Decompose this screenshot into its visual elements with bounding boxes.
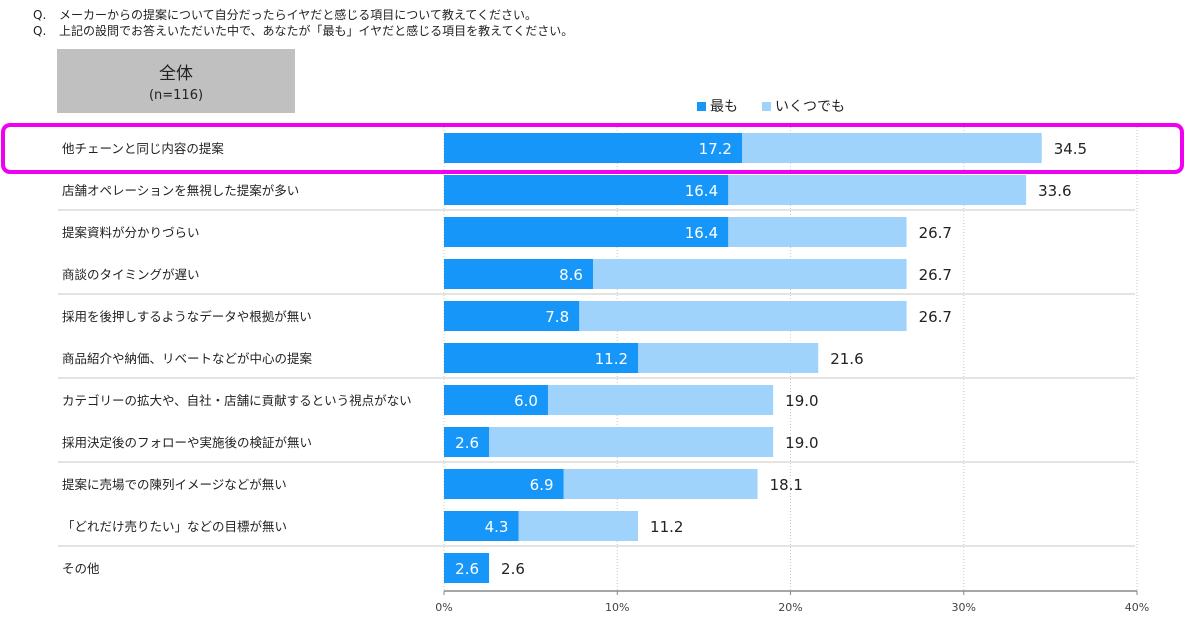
data-label-any: 33.6 xyxy=(1038,182,1071,200)
data-label-most: 11.2 xyxy=(595,350,628,368)
legend-swatch-most xyxy=(697,101,706,111)
category-label: 採用決定後のフォローや実施後の検証が無い xyxy=(62,435,312,450)
data-label-any: 11.2 xyxy=(650,518,683,536)
legend-label-any: いくつでも xyxy=(775,99,845,115)
category-label: 「どれだけ売りたい」などの目標が無い xyxy=(62,519,287,534)
bar-most xyxy=(444,511,519,541)
question-1: Q. メーカーからの提案について自分だったらイヤだと感じる項目について教えてくださ… xyxy=(33,6,537,23)
category-label: カテゴリーの拡大や、自社・店舗に貢献するという視点がない xyxy=(62,393,412,408)
chart-legend: 最も いくつでも xyxy=(697,96,845,116)
bar-most xyxy=(444,259,593,289)
data-label-most: 7.8 xyxy=(545,308,569,326)
bar-most xyxy=(444,133,742,163)
data-label-most: 2.6 xyxy=(455,560,479,578)
data-label-any: 34.5 xyxy=(1054,140,1087,158)
x-tick-label: 0% xyxy=(435,601,452,614)
segment-box: 全体 (n=116) xyxy=(57,49,295,113)
segment-sample-size: (n=116) xyxy=(148,88,204,103)
legend-item-any: いくつでも xyxy=(762,96,845,116)
category-label: 他チェーンと同じ内容の提案 xyxy=(62,141,224,156)
legend-label-most: 最も xyxy=(710,99,738,115)
data-label-most: 17.2 xyxy=(699,140,732,158)
bar-most xyxy=(444,427,490,457)
category-label: その他 xyxy=(62,561,100,576)
x-tick-label: 30% xyxy=(952,601,976,614)
category-label: 商談のタイミングが遅い xyxy=(62,267,200,282)
bar-most xyxy=(444,301,580,331)
question-2: Q. 上記の設問でお答えいただいた中で、あなたが「最も」イヤだと感じる項目を教えて… xyxy=(33,22,573,39)
data-label-most: 6.9 xyxy=(530,476,554,494)
bar-most xyxy=(444,217,729,247)
category-label: 提案資料が分かりづらい xyxy=(62,225,200,240)
legend-item-most: 最も xyxy=(697,96,738,116)
data-label-any: 26.7 xyxy=(919,266,952,284)
data-label-most: 6.0 xyxy=(514,392,538,410)
bar-most xyxy=(444,175,729,205)
x-tick-label: 40% xyxy=(1125,601,1149,614)
question-1-text: メーカーからの提案について自分だったらイヤだと感じる項目について教えてください。 xyxy=(59,8,537,22)
question-2-prefix: Q. xyxy=(33,24,47,38)
x-tick-label: 10% xyxy=(605,601,629,614)
x-tick-label: 20% xyxy=(778,601,802,614)
segment-title: 全体 xyxy=(159,64,193,84)
data-label-any: 19.0 xyxy=(785,434,818,452)
category-label: 採用を後押しするようなデータや根拠が無い xyxy=(62,309,312,324)
category-label: 提案に売場での陳列イメージなどが無い xyxy=(62,477,287,492)
data-label-most: 16.4 xyxy=(685,224,718,242)
bar-any xyxy=(444,427,774,457)
legend-swatch-any xyxy=(762,101,771,111)
data-label-most: 16.4 xyxy=(685,182,718,200)
data-label-any: 19.0 xyxy=(785,392,818,410)
data-label-most: 8.6 xyxy=(559,266,583,284)
bar-most xyxy=(444,385,548,415)
bar-most xyxy=(444,343,639,373)
bar-most xyxy=(444,553,490,583)
highlight-box xyxy=(1,123,1184,174)
data-label-any: 26.7 xyxy=(919,224,952,242)
data-label-any: 21.6 xyxy=(830,350,863,368)
category-label: 商品紹介や納価、リベートなどが中心の提案 xyxy=(62,351,313,366)
category-label: 店舗オペレーションを無視した提案が多い xyxy=(62,183,299,198)
data-label-most: 4.3 xyxy=(485,518,509,536)
bar-most xyxy=(444,469,564,499)
data-label-any: 26.7 xyxy=(919,308,952,326)
question-2-text: 上記の設問でお答えいただいた中で、あなたが「最も」イヤだと感じる項目を教えてくだ… xyxy=(59,24,574,38)
data-label-any: 18.1 xyxy=(770,476,803,494)
data-label-any: 2.6 xyxy=(501,560,525,578)
data-label-most: 2.6 xyxy=(455,434,479,452)
question-1-prefix: Q. xyxy=(33,8,47,22)
